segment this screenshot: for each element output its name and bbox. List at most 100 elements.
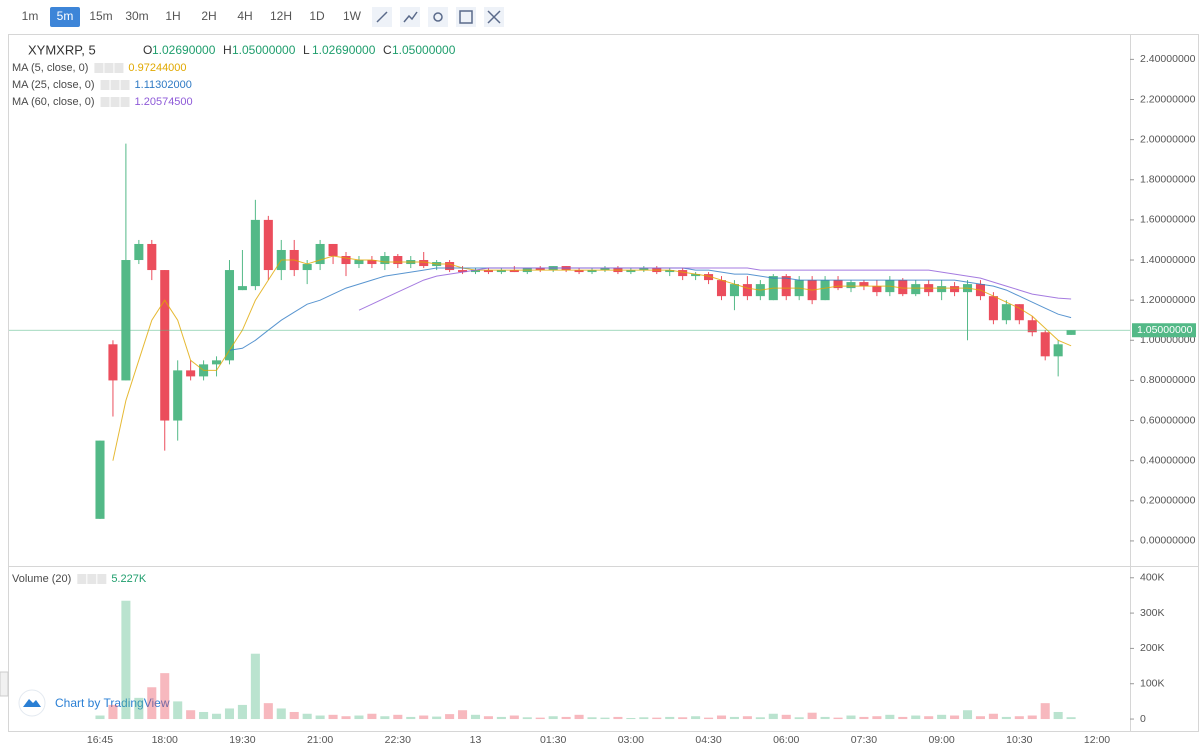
volume-bar: [1040, 703, 1050, 720]
legend-icon[interactable]: [104, 63, 114, 73]
interval-label[interactable]: 4H: [237, 9, 252, 23]
interval-button[interactable]: [50, 7, 80, 27]
candle-body: [535, 268, 545, 271]
interval-label[interactable]: 1H: [165, 9, 180, 23]
interval-button[interactable]: [230, 7, 260, 27]
interval-label[interactable]: 5m: [57, 9, 74, 23]
volume-bar: [859, 716, 869, 720]
candle-body: [626, 270, 636, 273]
interval-label[interactable]: 2H: [201, 9, 216, 23]
save-button[interactable]: [456, 7, 476, 27]
interval-button[interactable]: [194, 7, 224, 27]
volume-bar: [975, 716, 985, 720]
candle-body: [445, 262, 455, 271]
candle-body: [937, 286, 947, 293]
candle-body: [470, 270, 481, 273]
legend-icon[interactable]: [87, 574, 97, 584]
volume-bar: [289, 711, 299, 720]
volume-bar: [367, 713, 377, 720]
volume-bar: [652, 717, 662, 720]
volume-bar: [522, 717, 532, 720]
ohlc-value: 1.05000000: [392, 43, 456, 57]
interval-button[interactable]: [337, 7, 367, 27]
x-tick-label: 22:30: [385, 734, 411, 746]
volume-bar: [160, 673, 170, 720]
candle-body: [665, 270, 675, 273]
legend-icon[interactable]: [114, 63, 124, 73]
legend-value: 0.97244000: [128, 62, 186, 74]
settings-button[interactable]: [428, 7, 448, 27]
candle-body: [483, 270, 493, 273]
legend-icon[interactable]: [120, 80, 130, 90]
candle-body: [988, 296, 998, 321]
legend-icon[interactable]: [94, 63, 104, 73]
legend-icon[interactable]: [100, 97, 110, 107]
ma-line: [112, 255, 1072, 461]
y-tick-label: 0.60000000: [1140, 414, 1196, 426]
candle-body: [380, 256, 390, 265]
candle-body: [1001, 304, 1011, 321]
interval-button[interactable]: [158, 7, 188, 27]
candle-body: [833, 280, 843, 289]
candle-body: [367, 260, 377, 265]
legend-icon[interactable]: [97, 574, 107, 584]
legend-icon[interactable]: [100, 80, 110, 90]
interval-label[interactable]: 30m: [125, 9, 148, 23]
volume-bar: [833, 717, 843, 720]
volume-bar: [665, 716, 675, 720]
volume-bar: [704, 717, 714, 720]
y-tick-label: 1.20000000: [1140, 294, 1196, 306]
y-tick-label: 1.60000000: [1140, 214, 1196, 226]
volume-bar: [1014, 716, 1024, 720]
candle-body: [121, 260, 131, 381]
volume-bar: [173, 701, 183, 720]
fullscreen-icon: [487, 10, 501, 24]
interval-label[interactable]: 12H: [270, 9, 292, 23]
candle-body: [587, 270, 597, 273]
volume-bar: [911, 715, 921, 720]
volume-bar: [432, 716, 442, 720]
candle-body: [509, 270, 519, 273]
interval-button[interactable]: [86, 7, 116, 27]
toolbar-icons: [372, 7, 504, 27]
candle-body: [950, 286, 960, 293]
candle-body: [716, 280, 727, 297]
volume-bar: [470, 714, 481, 720]
y-tick-label: 1.40000000: [1140, 254, 1196, 266]
candle-body: [704, 274, 714, 281]
volume-bar: [341, 716, 351, 720]
interval-button[interactable]: [302, 7, 332, 27]
interval-button[interactable]: [15, 7, 45, 27]
side-handle[interactable]: [0, 671, 9, 697]
y-tick-label: 2.20000000: [1140, 93, 1196, 105]
candle-body: [1027, 320, 1037, 333]
candle-body: [237, 286, 247, 291]
volume-bar: [237, 704, 247, 720]
y-tick-label: 0.40000000: [1140, 454, 1196, 466]
legend-icon[interactable]: [77, 574, 87, 584]
interval-button[interactable]: [266, 7, 296, 27]
ohlc-value: 1.05000000: [232, 43, 296, 57]
volume-bar: [445, 714, 455, 720]
legend-icon[interactable]: [120, 97, 130, 107]
candle-body: [393, 256, 403, 265]
legend-name: MA (60, close, 0): [12, 96, 95, 108]
volume-bar: [95, 715, 105, 720]
save-icon: [459, 10, 473, 24]
interval-label[interactable]: 1D: [309, 9, 325, 23]
candle-body: [147, 243, 157, 271]
interval-button[interactable]: [122, 7, 152, 27]
volume-bar: [716, 715, 727, 720]
candle-body: [600, 268, 610, 271]
x-tick-label: 01:30: [540, 734, 566, 746]
candle-body: [341, 256, 351, 265]
x-tick-label: 16:45: [87, 734, 113, 746]
interval-label[interactable]: 15m: [89, 9, 112, 23]
candle-body: [302, 264, 312, 271]
legend-value: 1.20574500: [135, 96, 193, 108]
legend-icon[interactable]: [110, 80, 120, 90]
candle-body: [1014, 304, 1024, 321]
interval-label[interactable]: 1m: [22, 9, 39, 23]
legend-icon[interactable]: [110, 97, 120, 107]
interval-label[interactable]: 1W: [343, 9, 362, 23]
